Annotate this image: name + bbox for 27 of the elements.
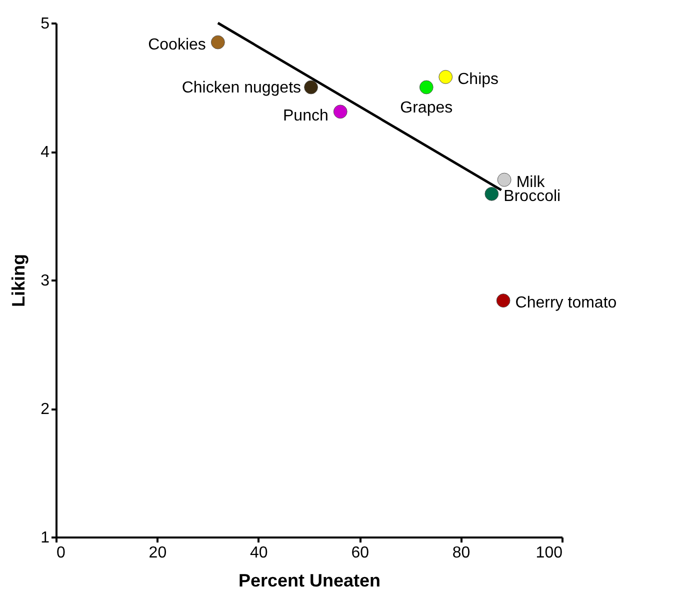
y-tick-label: 3 <box>40 272 50 290</box>
point <box>496 294 510 308</box>
x-tick-label: 80 <box>452 544 470 562</box>
x-tick-label: 0 <box>56 544 66 562</box>
y-tick-label: 1 <box>40 530 50 546</box>
y-tick-label: 4 <box>40 144 50 161</box>
x-tick-label: 60 <box>351 544 370 562</box>
x-axis-title: Percent Uneaten <box>238 570 381 590</box>
series-label: Chicken nuggets <box>182 79 302 96</box>
y-tick-label: 5 <box>40 16 50 32</box>
point <box>304 80 318 94</box>
series-label: Cherry tomato <box>515 294 617 312</box>
point <box>484 186 499 201</box>
series-label: Chips <box>458 70 499 88</box>
series-label: Cookies <box>148 36 206 54</box>
series-label: Punch <box>282 108 328 125</box>
series-label: Grapes <box>400 99 453 116</box>
point <box>438 70 453 84</box>
point <box>210 35 225 50</box>
point <box>333 104 348 119</box>
x-tick-label: 100 <box>536 544 563 562</box>
x-tick-label: 40 <box>250 544 268 562</box>
y-tick-label: 2 <box>40 401 50 418</box>
x-tick-label: 20 <box>148 544 167 562</box>
point <box>497 172 512 187</box>
y-axis-title: Liking <box>8 254 29 307</box>
point <box>419 80 434 94</box>
